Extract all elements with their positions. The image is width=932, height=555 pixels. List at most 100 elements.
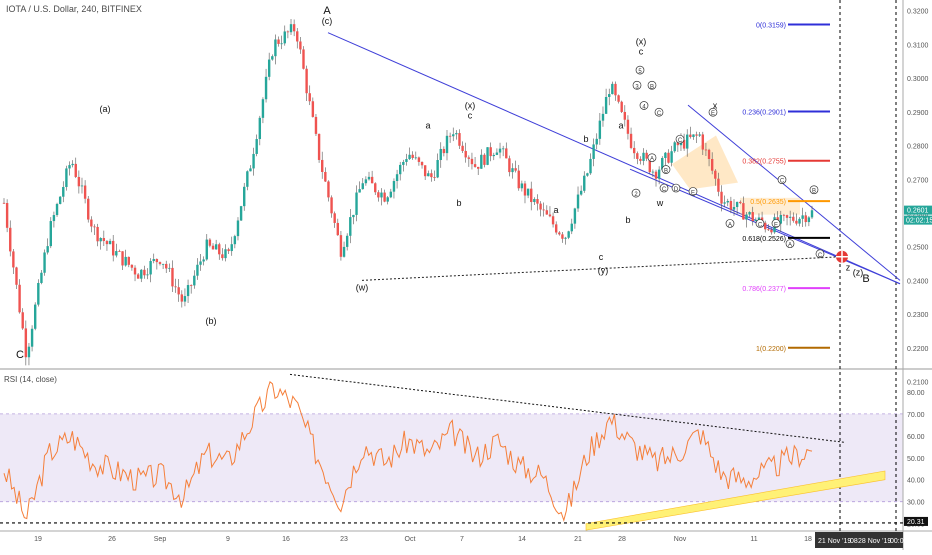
price-tick-label: 0.2200 [907,346,929,353]
wave-marker-label: D [674,187,679,193]
wave-label: (y) [598,266,609,276]
candle-body [467,157,471,159]
candle-body [542,209,545,211]
candle-body [349,217,352,236]
candle-body [442,148,446,154]
wave-marker [688,187,698,196]
candle-body [121,251,124,266]
wave-label: (x) [465,100,476,110]
candle-body [620,101,623,112]
candle-body [710,158,714,171]
candle-body [105,241,109,245]
candle-body [99,237,102,242]
candle-body [448,135,452,137]
price-tick-label: 0.2100 [907,379,929,386]
candle-body [645,152,648,159]
time-tick-label: 21 [574,536,582,543]
candle-body [480,154,483,169]
wave-label: (b) [206,316,217,326]
candle-body [374,183,377,193]
candle-body [280,43,283,45]
candle-body [526,188,530,196]
candle-body [464,150,467,158]
candle-body [676,142,680,146]
candle-body [455,133,458,135]
wave-label: b [625,215,630,225]
candle-body [782,214,786,216]
candle-body [629,133,633,148]
candle-body [632,147,636,154]
candle-body [364,179,368,184]
candle-body [470,158,474,165]
candle-body [601,113,605,121]
candle-body [62,186,65,197]
candle-body [83,185,87,199]
candle-body [277,39,280,44]
fib-level-label: 0.786(0.2377) [742,286,786,293]
candle-body [414,157,417,159]
candle-body [686,134,689,149]
candle-body [754,219,758,221]
candle-body [345,235,349,247]
candle-body [626,119,630,134]
candle-body [221,254,224,259]
wave-marker-label: 3 [635,84,639,90]
candle-body [5,202,9,228]
rsi-tick-label: 80.00 [907,390,925,397]
price-tick-label: 0.2800 [907,144,929,151]
wave-marker [671,183,681,193]
candle-body [15,267,18,285]
candle-body [392,181,396,192]
candle-body [785,215,789,218]
wave-marker [654,107,664,117]
time-cursor-box [815,532,903,548]
time-tick-label: 00:00 [890,538,908,545]
target-crosshair [836,250,848,263]
candle-body [486,147,489,165]
candle-body [93,226,96,228]
candle-body [408,154,411,160]
time-tick-label: 28 [618,536,626,543]
candle-body [673,142,676,152]
wave-marker [659,183,669,193]
wave-marker-label: C [678,138,683,144]
candle-body [124,256,127,266]
candle-body [476,166,480,169]
candle-body [186,285,190,297]
candle-body [792,216,795,221]
candle-body [43,252,46,273]
wave-marker-label: C [662,187,667,193]
wave-marker-label: 2 [634,192,638,198]
candle-body [127,256,130,265]
fib-level-label: 0.618(0.2526) [742,236,786,243]
candle-body [102,237,106,242]
candle-body [177,287,180,295]
candle-body [430,173,433,178]
price-tick-label: 0.2400 [907,278,929,285]
candle-body [330,197,333,214]
candle-body [514,168,517,171]
candle-body [233,236,237,245]
candle-body [196,264,199,276]
upper-trendline [327,32,901,285]
rsi-value-tag [904,516,928,526]
candle-body [501,148,505,150]
price-tick-label: 0.2500 [907,245,929,252]
wave-marker-label: 5 [638,69,642,75]
wave-marker-label: C [780,179,785,185]
candle-body [161,263,165,265]
candle-body [261,99,265,118]
candle-body [155,259,159,263]
candle-body [77,176,81,187]
wave-marker-label: C [818,253,823,259]
candle-body [558,232,561,235]
candle-body [305,68,308,94]
candle-body [96,226,99,242]
time-tick-label: 11 [750,536,757,543]
candle-body [483,154,486,165]
candle-body [720,191,723,204]
countdown-label: 02:02:15 [906,218,932,225]
triangle-highlight [672,135,738,190]
candle-body [395,174,399,182]
